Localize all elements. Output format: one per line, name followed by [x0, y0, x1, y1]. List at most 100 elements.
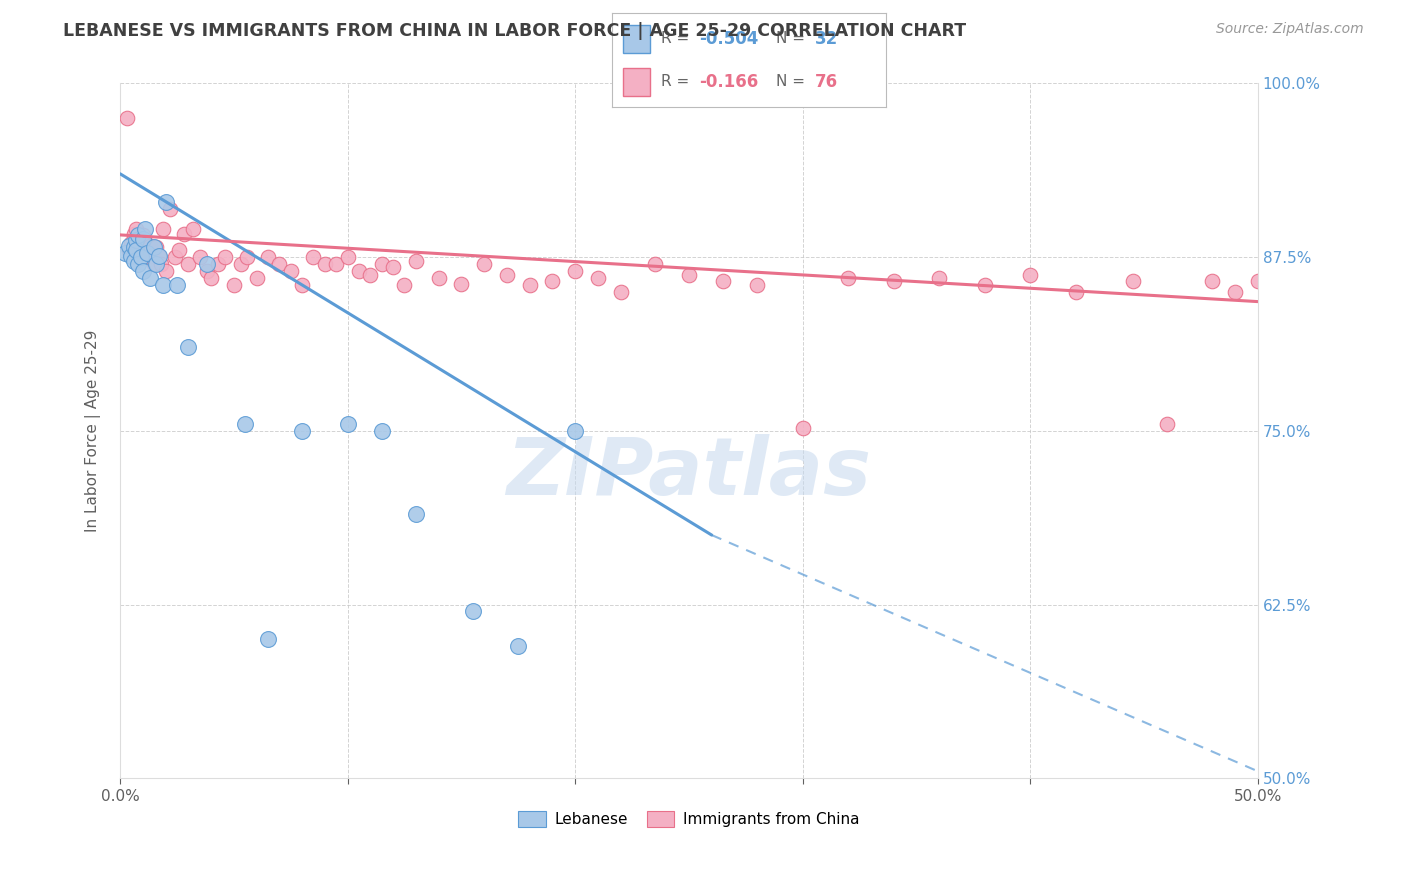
- Point: [132, 264, 155, 278]
- Point: [163, 250, 186, 264]
- Point: [609, 285, 631, 299]
- Point: [245, 271, 267, 285]
- Text: LEBANESE VS IMMIGRANTS FROM CHINA IN LABOR FORCE | AGE 25-29 CORRELATION CHART: LEBANESE VS IMMIGRANTS FROM CHINA IN LAB…: [63, 22, 966, 40]
- Point: [125, 243, 148, 257]
- Point: [236, 250, 259, 264]
- Point: [143, 240, 166, 254]
- Point: [508, 639, 530, 653]
- Point: [336, 417, 359, 431]
- Point: [122, 254, 145, 268]
- Point: [519, 277, 541, 292]
- Point: [427, 271, 450, 285]
- Bar: [623, 68, 650, 95]
- Point: [291, 424, 314, 438]
- Point: [347, 264, 370, 278]
- Point: [129, 240, 152, 254]
- Text: Source: ZipAtlas.com: Source: ZipAtlas.com: [1216, 22, 1364, 37]
- Point: [291, 277, 314, 292]
- Point: [167, 243, 190, 257]
- Bar: [623, 25, 650, 53]
- Point: [207, 257, 229, 271]
- Point: [1122, 274, 1144, 288]
- Point: [371, 424, 394, 438]
- Point: [883, 274, 905, 288]
- Point: [155, 264, 177, 278]
- Point: [792, 421, 814, 435]
- Point: [177, 257, 200, 271]
- Point: [1270, 285, 1292, 299]
- Point: [188, 250, 211, 264]
- Point: [132, 227, 155, 242]
- Point: [1247, 274, 1270, 288]
- Point: [269, 257, 291, 271]
- Point: [138, 271, 160, 285]
- Point: [138, 239, 160, 253]
- Point: [280, 264, 302, 278]
- Point: [472, 257, 495, 271]
- Point: [148, 249, 170, 263]
- Point: [120, 249, 142, 263]
- Point: [145, 257, 167, 271]
- Point: [122, 227, 145, 241]
- Point: [257, 250, 280, 264]
- Text: -0.166: -0.166: [699, 73, 759, 91]
- Point: [1315, 285, 1337, 299]
- Point: [1223, 285, 1246, 299]
- Point: [127, 257, 149, 271]
- Point: [302, 250, 325, 264]
- Point: [461, 605, 484, 619]
- Point: [564, 424, 586, 438]
- Point: [564, 264, 586, 278]
- Point: [314, 257, 336, 271]
- Point: [195, 257, 218, 271]
- Point: [359, 268, 381, 283]
- Point: [973, 277, 995, 292]
- Text: R =: R =: [661, 74, 695, 89]
- Point: [127, 227, 149, 242]
- Point: [134, 222, 156, 236]
- Point: [145, 240, 167, 254]
- Text: -0.504: -0.504: [699, 29, 759, 47]
- Point: [450, 277, 472, 291]
- Point: [382, 260, 405, 274]
- Point: [181, 222, 204, 236]
- Text: 76: 76: [814, 73, 838, 91]
- Point: [134, 235, 156, 249]
- Point: [214, 250, 236, 264]
- Point: [222, 277, 245, 292]
- Point: [115, 111, 138, 125]
- Point: [152, 277, 174, 292]
- Point: [127, 232, 149, 246]
- Point: [177, 341, 200, 355]
- Point: [143, 257, 166, 271]
- Point: [122, 240, 145, 254]
- Point: [405, 254, 427, 268]
- Point: [118, 239, 141, 253]
- Point: [837, 271, 859, 285]
- Point: [125, 234, 148, 248]
- Text: N =: N =: [776, 31, 810, 46]
- Point: [747, 277, 769, 292]
- Point: [371, 257, 394, 271]
- Point: [928, 271, 950, 285]
- Point: [1156, 417, 1178, 431]
- Point: [496, 268, 519, 283]
- Point: [394, 277, 416, 292]
- Point: [173, 227, 195, 241]
- Point: [1019, 268, 1042, 283]
- Point: [136, 246, 159, 260]
- Point: [136, 246, 159, 260]
- Text: N =: N =: [776, 74, 810, 89]
- Point: [1064, 285, 1087, 299]
- Point: [586, 271, 609, 285]
- Point: [200, 271, 222, 285]
- Point: [405, 507, 427, 521]
- Point: [152, 222, 174, 236]
- Point: [1292, 274, 1315, 288]
- Point: [541, 274, 564, 288]
- Point: [118, 243, 141, 257]
- Text: ZIPatlas: ZIPatlas: [506, 434, 872, 511]
- Point: [195, 264, 218, 278]
- Point: [711, 274, 734, 288]
- Point: [148, 249, 170, 263]
